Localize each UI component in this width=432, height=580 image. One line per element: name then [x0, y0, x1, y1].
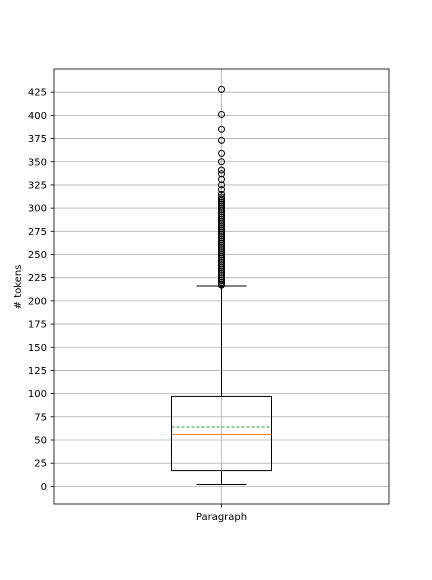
- y-tick-label: 400: [28, 111, 47, 122]
- y-tick-label: 200: [28, 296, 47, 307]
- outlier-point: [218, 278, 225, 286]
- y-tick-label: 300: [28, 204, 47, 215]
- outliers: [218, 85, 225, 289]
- y-tick-label: 275: [28, 227, 47, 238]
- y-tick-label: 175: [28, 320, 47, 331]
- y-tick-label: 150: [28, 343, 47, 354]
- x-tick-label: Paragraph: [196, 512, 247, 523]
- y-tick-label: 350: [28, 157, 47, 168]
- outlier-point: [218, 281, 225, 289]
- y-axis-label: # tokens: [13, 265, 24, 310]
- outlier-point: [218, 181, 225, 189]
- box-elements: [171, 285, 272, 486]
- outlier-point: [218, 136, 225, 144]
- y-tick-label: 50: [34, 436, 47, 447]
- y-tick-label: 125: [28, 366, 47, 377]
- outlier-point: [218, 158, 225, 166]
- outlier-point: [218, 149, 225, 157]
- outlier-point: [218, 186, 225, 194]
- y-tick-label: 425: [28, 88, 47, 99]
- x-axis-ticks: Paragraph: [196, 504, 247, 523]
- y-tick-label: 250: [28, 250, 47, 261]
- y-tick-label: 225: [28, 273, 47, 284]
- y-axis-ticks: 0 25 50 75 100 125 150 175 200 225 250 275 300 325 350…: [28, 88, 54, 493]
- y-tick-label: 375: [28, 134, 47, 145]
- y-tick-label: 100: [28, 389, 47, 400]
- outlier-point: [218, 85, 225, 93]
- outlier-point: [218, 110, 225, 118]
- y-tick-label: 0: [41, 482, 47, 493]
- y-tick-label: 325: [28, 180, 47, 191]
- outlier-point: [218, 125, 225, 133]
- outlier-point: [218, 166, 225, 174]
- iqr-box: [171, 395, 272, 472]
- y-tick-label: 75: [34, 412, 47, 423]
- y-tick-label: 25: [34, 459, 47, 470]
- outlier-point: [218, 276, 225, 284]
